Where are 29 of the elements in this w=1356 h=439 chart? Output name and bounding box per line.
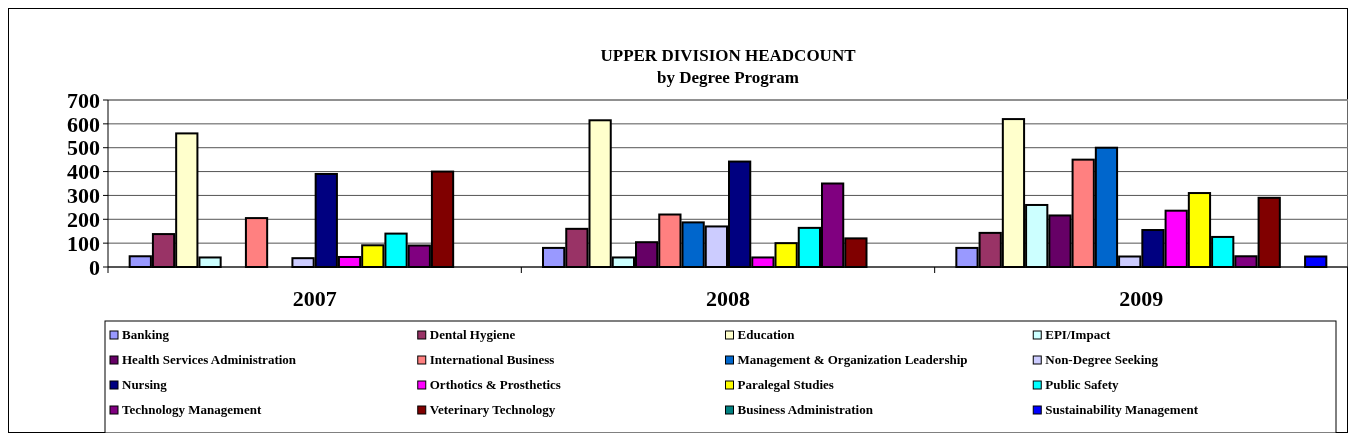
legend-label: Sustainability Management [1045, 402, 1199, 417]
y-tick-label: 100 [67, 230, 100, 256]
y-tick-label: 600 [67, 111, 100, 137]
y-tick-label: 500 [67, 135, 100, 161]
legend-label: Paralegal Studies [737, 377, 834, 392]
legend-label: Non-Degree Seeking [1045, 352, 1159, 367]
legend-label: Dental Hygiene [429, 327, 516, 342]
x-tick-label: 2007 [292, 286, 337, 311]
legend-label: Business Administration [737, 402, 874, 417]
y-tick-label: 700 [67, 87, 100, 113]
legend-label: Education [737, 327, 796, 342]
legend-label: Public Safety [1045, 377, 1120, 392]
legend-label: Veterinary Technology [429, 402, 556, 417]
x-tick-label: 2008 [706, 286, 750, 311]
y-tick-label: 0 [89, 254, 100, 280]
legend-label: Banking [122, 327, 170, 342]
x-tick-label: 2009 [1119, 286, 1164, 311]
legend-label: Management & Organization Leadership [737, 352, 968, 367]
y-tick-label: 200 [67, 206, 100, 232]
legend-label: Orthotics & Prosthetics [429, 377, 561, 392]
chart-subtitle: by Degree Program [657, 68, 799, 87]
chart-title: UPPER DIVISION HEADCOUNT [600, 46, 857, 65]
legend-label: International Business [429, 352, 555, 367]
legend-label: Technology Management [122, 402, 262, 417]
y-tick-label: 400 [67, 159, 100, 185]
legend-label: EPI/Impact [1045, 327, 1111, 342]
legend-label: Nursing [122, 377, 168, 392]
legend-label: Health Services Administration [122, 352, 297, 367]
y-tick-label: 300 [67, 183, 100, 209]
